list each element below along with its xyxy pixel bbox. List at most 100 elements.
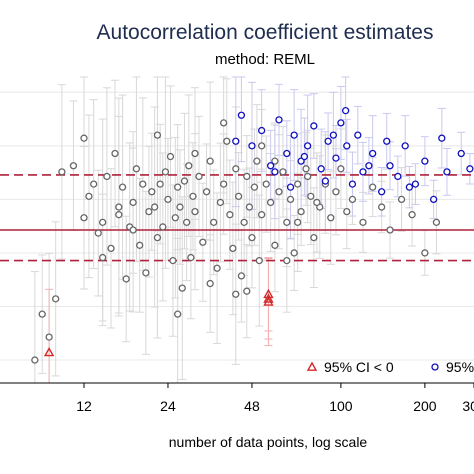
data-point — [156, 180, 164, 188]
data-point — [38, 310, 46, 318]
data-point — [258, 142, 266, 150]
data-point — [129, 198, 137, 207]
data-point — [118, 183, 127, 191]
data-point — [317, 165, 325, 173]
data-point — [343, 207, 351, 216]
data-point — [466, 165, 474, 173]
data-point — [411, 180, 420, 188]
data-point — [148, 188, 156, 196]
data-point — [182, 218, 191, 227]
data-point — [219, 180, 228, 188]
data-point — [332, 154, 340, 162]
data-point — [185, 162, 193, 170]
data-point-triangle — [43, 346, 55, 357]
legend-label-ci-below: 95% CI < 0 — [324, 359, 394, 375]
data-point — [383, 137, 391, 145]
data-point — [45, 333, 53, 341]
data-point — [258, 126, 266, 135]
data-point — [226, 211, 234, 219]
chart-subtitle: method: REML — [215, 51, 315, 68]
data-point — [307, 192, 315, 200]
data-point — [337, 119, 345, 127]
data-point — [300, 152, 309, 161]
data-point — [145, 207, 153, 216]
data-point — [210, 218, 218, 227]
data-point — [219, 119, 228, 127]
data-point — [115, 203, 123, 211]
data-point — [343, 142, 351, 150]
data-point — [245, 203, 254, 211]
data-point — [421, 157, 429, 165]
data-point — [129, 226, 137, 234]
data-point — [115, 211, 123, 219]
data-point — [262, 180, 270, 188]
data-point — [266, 198, 275, 207]
data-point — [271, 241, 279, 249]
data-point — [187, 253, 195, 262]
data-point — [401, 142, 409, 150]
data-point — [302, 165, 310, 173]
data-point — [107, 244, 115, 253]
legend-marker-ci-below — [306, 361, 318, 371]
data-point — [369, 183, 377, 191]
data-point — [283, 149, 291, 158]
data-point — [174, 310, 182, 318]
data-point — [229, 244, 237, 253]
data-point — [324, 137, 332, 145]
data-point — [290, 131, 298, 139]
data-point — [153, 131, 162, 139]
data-point — [286, 195, 295, 204]
legend-label-ci-above: 95% CI > 0 — [446, 359, 474, 375]
data-point — [359, 218, 367, 227]
data-point — [180, 177, 189, 185]
data-point — [332, 188, 340, 196]
data-point — [310, 122, 318, 130]
data-point — [294, 180, 302, 188]
data-point — [243, 287, 251, 295]
data-point — [397, 195, 406, 204]
data-point — [421, 249, 429, 257]
data-point — [369, 149, 377, 158]
data-point — [313, 198, 321, 207]
data-point — [58, 168, 66, 176]
data-point — [195, 172, 203, 181]
data-point — [69, 162, 78, 170]
data-point — [161, 168, 170, 176]
data-point — [438, 134, 446, 142]
data-point — [199, 238, 207, 246]
data-point — [223, 137, 231, 145]
legend: 95% CI < 0 95% CI > 0 — [306, 359, 474, 375]
data-point — [303, 172, 312, 181]
data-point — [405, 183, 414, 191]
data-point — [206, 157, 214, 165]
data-point — [443, 168, 451, 176]
data-point — [286, 183, 295, 191]
data-point — [80, 214, 88, 222]
data-point — [378, 188, 386, 196]
plot-area — [0, 76, 474, 384]
data-point — [408, 211, 416, 219]
data-point — [136, 241, 144, 249]
data-point — [234, 192, 243, 200]
data-point — [142, 269, 150, 277]
data-point — [250, 183, 259, 191]
data-point — [189, 192, 197, 200]
data-point — [327, 214, 335, 222]
data-point — [111, 149, 119, 158]
data-point — [354, 131, 362, 139]
data-point — [202, 188, 211, 196]
data-point — [258, 211, 266, 219]
x-tick-label: 100 — [329, 398, 353, 414]
data-point — [275, 116, 283, 124]
x-tick-label: 200 — [413, 398, 437, 414]
x-tick-label: 12 — [76, 398, 92, 414]
data-point — [132, 165, 141, 173]
data-point — [275, 188, 283, 196]
data-point — [266, 162, 275, 170]
data-point — [240, 218, 248, 227]
data-point — [159, 223, 167, 231]
legend-marker-ci-above — [431, 363, 439, 371]
data-point — [378, 203, 386, 211]
data-point — [365, 162, 373, 170]
